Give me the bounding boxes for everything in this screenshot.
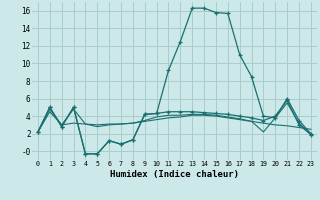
X-axis label: Humidex (Indice chaleur): Humidex (Indice chaleur) [110,170,239,179]
